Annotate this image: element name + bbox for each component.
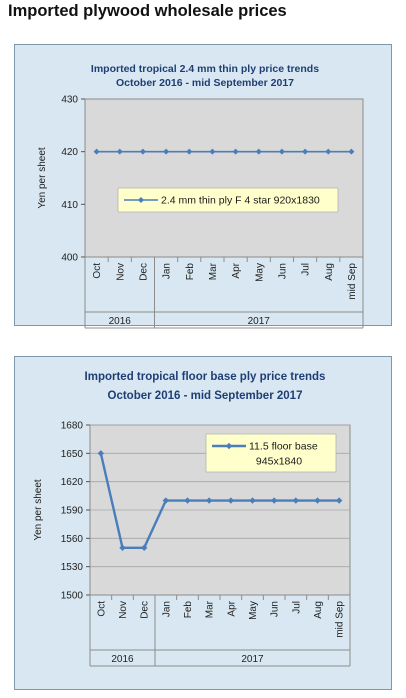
x-tick-label: Jul bbox=[301, 263, 312, 276]
x-tick-label: Dec bbox=[140, 601, 151, 619]
x-tick-label: Mar bbox=[208, 262, 219, 280]
page-title: Imported plywood wholesale prices bbox=[8, 2, 287, 20]
y-tick-label: 1560 bbox=[61, 534, 84, 545]
x-tick-label: Jan bbox=[161, 601, 172, 617]
legend-swatch-marker bbox=[138, 197, 144, 203]
legend-box bbox=[205, 433, 337, 473]
x-tick-label: Apr bbox=[226, 600, 237, 616]
data-point bbox=[255, 148, 262, 155]
x-tick-label: Oct bbox=[92, 263, 103, 279]
legend-label: 2.4 mm thin ply F 4 star 920x1830 bbox=[161, 195, 320, 207]
y-tick-label: 420 bbox=[61, 147, 78, 158]
y-tick-label: 1680 bbox=[61, 421, 84, 432]
data-point bbox=[249, 497, 256, 504]
x-tick-label: Jan bbox=[162, 263, 173, 279]
data-point bbox=[116, 148, 123, 155]
data-point bbox=[348, 148, 355, 155]
data-point bbox=[139, 148, 146, 155]
x-tick-label: May bbox=[248, 601, 259, 620]
data-point bbox=[270, 497, 278, 504]
data-point bbox=[302, 148, 309, 155]
year-label: 2017 bbox=[241, 654, 264, 665]
x-tick-label: mid Sep bbox=[335, 601, 346, 638]
series-line bbox=[99, 453, 340, 549]
x-tick-label: Aug bbox=[313, 601, 324, 619]
x-tick-label: Feb bbox=[183, 601, 194, 619]
data-point bbox=[278, 148, 285, 155]
legend-label: 11.5 floor base 945x1840 bbox=[249, 441, 318, 468]
chart-title: Imported tropical floor base ply price t… bbox=[85, 371, 326, 383]
x-tick-label: Apr bbox=[231, 262, 242, 278]
x-tick-label: Jun bbox=[277, 263, 288, 279]
chart-title: Imported tropical 2.4 mm thin ply price … bbox=[91, 63, 319, 75]
data-point bbox=[93, 148, 100, 155]
plot-area bbox=[84, 98, 364, 258]
x-tick-label: May bbox=[254, 263, 265, 282]
chart-subtitle: October 2016 - mid September 2017 bbox=[116, 77, 294, 89]
x-tick-label: Jun bbox=[270, 601, 281, 617]
x-tick-label: Feb bbox=[185, 263, 196, 281]
y-tick-label: 400 bbox=[61, 253, 78, 264]
y-axis-label: Yen per sheet bbox=[33, 479, 44, 541]
data-point bbox=[205, 497, 213, 504]
year-label: 2017 bbox=[248, 316, 271, 327]
y-tick-label: 1500 bbox=[61, 591, 84, 602]
x-tick-label: mid Sep bbox=[347, 263, 358, 300]
thin-ply-chart: Imported tropical 2.4 mm thin ply price … bbox=[37, 63, 364, 329]
floor-base-ply-chart-panel: Imported tropical floor base ply price t… bbox=[14, 356, 392, 690]
data-point bbox=[97, 450, 105, 457]
y-axis-label: Yen per sheet bbox=[37, 147, 48, 209]
y-tick-label: 1650 bbox=[61, 449, 84, 460]
y-tick-label: 1620 bbox=[61, 477, 84, 488]
data-point bbox=[314, 497, 321, 504]
data-point bbox=[325, 148, 332, 155]
floor-base-ply-chart: Imported tropical floor base ply price t… bbox=[33, 371, 351, 667]
x-tick-label: Nov bbox=[118, 601, 129, 619]
data-point bbox=[163, 148, 170, 155]
y-tick-label: 410 bbox=[61, 200, 78, 211]
x-tick-label: Dec bbox=[138, 263, 149, 281]
legend-swatch-marker bbox=[225, 442, 233, 450]
data-point bbox=[335, 497, 343, 504]
x-tick-label: Jul bbox=[291, 601, 302, 614]
data-point bbox=[186, 148, 193, 155]
x-tick-label: Mar bbox=[205, 600, 216, 618]
year-label: 2016 bbox=[111, 654, 134, 665]
x-tick-label: Nov bbox=[115, 263, 126, 281]
data-point bbox=[162, 497, 170, 504]
y-tick-label: 1530 bbox=[61, 562, 84, 573]
data-point bbox=[232, 148, 239, 155]
thin-ply-chart-panel: Imported tropical 2.4 mm thin ply price … bbox=[14, 44, 392, 329]
x-tick-label: Oct bbox=[96, 601, 107, 617]
data-point bbox=[292, 497, 300, 504]
year-label: 2016 bbox=[109, 316, 132, 327]
chart-subtitle: October 2016 - mid September 2017 bbox=[108, 390, 303, 402]
data-point bbox=[209, 148, 216, 155]
data-point bbox=[227, 497, 235, 504]
y-tick-label: 1590 bbox=[61, 506, 84, 517]
x-tick-label: Aug bbox=[324, 263, 335, 281]
y-tick-label: 430 bbox=[61, 95, 78, 106]
data-point bbox=[184, 497, 191, 504]
